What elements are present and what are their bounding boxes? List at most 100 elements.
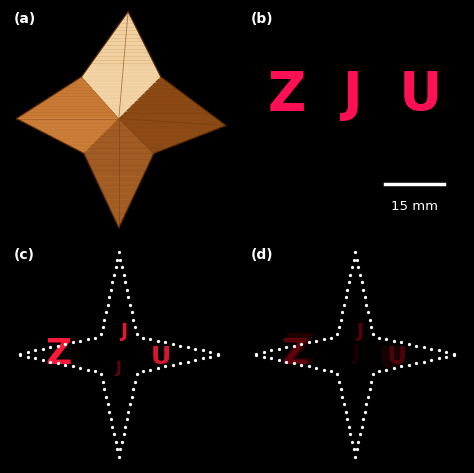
Point	[260, 353, 268, 360]
Point	[268, 347, 275, 354]
Point	[99, 378, 107, 385]
Polygon shape	[16, 77, 119, 153]
Text: (c): (c)	[14, 247, 35, 262]
Point	[335, 378, 343, 385]
Point	[328, 368, 335, 375]
Point	[61, 340, 69, 348]
Point	[355, 263, 362, 271]
Point	[450, 351, 458, 359]
Point	[268, 355, 275, 362]
Point	[443, 348, 450, 356]
Point	[351, 453, 359, 461]
Point	[91, 368, 99, 375]
Point	[31, 347, 39, 354]
Point	[298, 361, 305, 368]
Text: U: U	[151, 345, 171, 369]
Point	[361, 293, 369, 301]
Point	[100, 316, 108, 324]
Point	[355, 438, 362, 446]
Point	[39, 345, 46, 352]
Point	[383, 335, 390, 343]
Point	[107, 415, 115, 423]
Text: (b): (b)	[250, 12, 273, 26]
Point	[84, 335, 91, 343]
Point	[121, 423, 129, 430]
Point	[398, 363, 405, 370]
Point	[363, 401, 370, 408]
Point	[356, 430, 364, 438]
Point	[104, 301, 111, 308]
Point	[358, 423, 365, 430]
Text: J: J	[116, 361, 122, 376]
Point	[363, 301, 370, 308]
Point	[366, 316, 374, 324]
Point	[133, 371, 140, 378]
Point	[334, 371, 341, 378]
Point	[369, 331, 377, 338]
Point	[169, 361, 176, 368]
Point	[350, 446, 357, 453]
Point	[345, 423, 353, 430]
Point	[359, 286, 367, 293]
Point	[343, 286, 351, 293]
Point	[369, 371, 377, 378]
Point	[367, 323, 375, 331]
Point	[121, 278, 129, 286]
Point	[146, 335, 154, 343]
Point	[337, 316, 345, 324]
Point	[450, 350, 458, 358]
Point	[184, 358, 191, 366]
Point	[97, 331, 105, 338]
Point	[435, 355, 443, 362]
Point	[54, 342, 61, 350]
Point	[305, 339, 313, 346]
Point	[110, 271, 118, 279]
Point	[313, 364, 320, 372]
Polygon shape	[84, 119, 154, 228]
Point	[123, 415, 131, 423]
Point	[338, 308, 346, 316]
Point	[112, 263, 119, 271]
Point	[253, 351, 260, 359]
Point	[283, 343, 290, 351]
Point	[146, 366, 154, 374]
Point	[328, 334, 335, 342]
Point	[346, 271, 354, 279]
Point	[342, 293, 349, 301]
Point	[398, 339, 405, 346]
Point	[16, 350, 24, 358]
Point	[340, 401, 348, 408]
Text: Z: Z	[282, 337, 308, 371]
Point	[102, 393, 109, 401]
Point	[359, 415, 367, 423]
Point	[24, 348, 31, 356]
Point	[365, 308, 372, 316]
Point	[46, 358, 54, 366]
Point	[320, 366, 328, 374]
Point	[443, 353, 450, 360]
Point	[31, 355, 39, 362]
Point	[110, 430, 118, 438]
Point	[260, 348, 268, 356]
Point	[176, 342, 184, 350]
Point	[126, 301, 134, 308]
Point	[342, 408, 349, 416]
Point	[348, 263, 356, 271]
Point	[102, 308, 109, 316]
Point	[133, 331, 140, 338]
Point	[337, 385, 345, 393]
Text: U: U	[378, 345, 402, 374]
Point	[112, 438, 119, 446]
Point	[97, 371, 105, 378]
Point	[115, 248, 123, 256]
Point	[105, 293, 113, 301]
Point	[340, 301, 348, 308]
Point	[338, 393, 346, 401]
Text: (a): (a)	[14, 12, 36, 26]
Point	[313, 337, 320, 344]
Point	[118, 263, 126, 271]
Point	[125, 293, 132, 301]
Point	[350, 256, 357, 263]
Point	[161, 363, 169, 370]
Point	[184, 343, 191, 351]
